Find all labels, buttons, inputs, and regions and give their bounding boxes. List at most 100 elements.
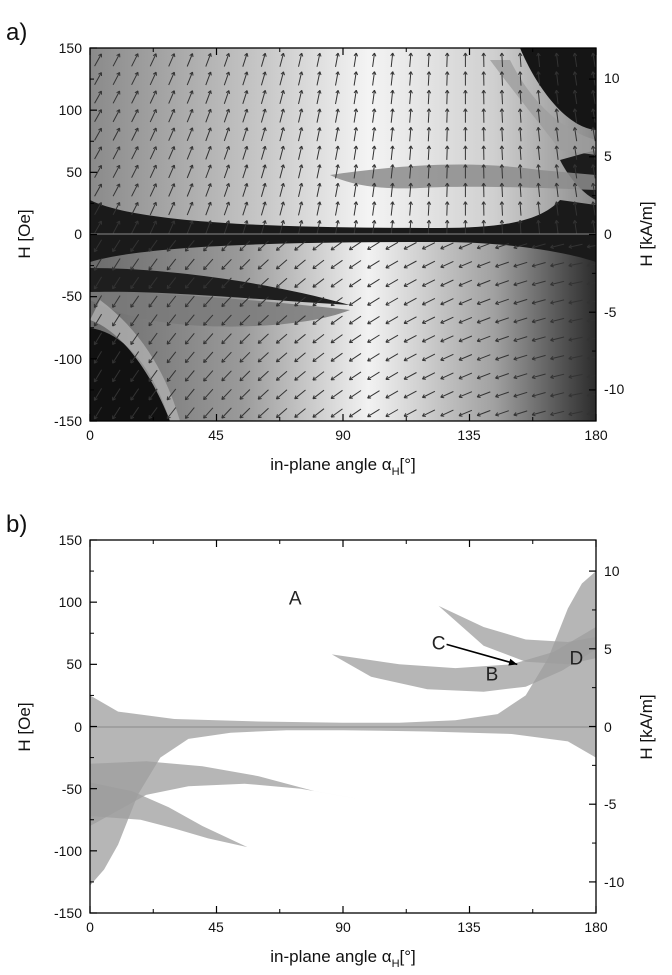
- field-arrow: [260, 127, 266, 142]
- field-arrow-head: [408, 219, 413, 224]
- field-arrow: [587, 412, 596, 415]
- field-arrow-head: [148, 359, 153, 364]
- field-arrow: [550, 355, 565, 360]
- field-arrow-head: [572, 108, 578, 113]
- field-arrow: [205, 164, 212, 179]
- field-arrow-head: [458, 394, 463, 399]
- field-arrow: [112, 239, 121, 252]
- field-arrow-head: [517, 201, 523, 205]
- field-arrow: [298, 90, 303, 105]
- field-arrow-head: [166, 396, 171, 401]
- field-arrow-head: [536, 219, 541, 224]
- field-arrow-head: [403, 283, 408, 287]
- field-arrow-head: [148, 285, 153, 290]
- field-arrow: [203, 388, 214, 400]
- field-arrow-head: [426, 52, 432, 57]
- field-arrow-head: [513, 319, 518, 324]
- field-arrow: [242, 108, 248, 123]
- field-arrow: [353, 220, 357, 235]
- field-arrow-head: [458, 375, 463, 380]
- field-arrow-head: [203, 266, 208, 271]
- field-arrow-head: [244, 201, 249, 206]
- field-arrow: [279, 108, 284, 123]
- field-arrow-head: [408, 164, 413, 168]
- field-arrow: [131, 202, 139, 216]
- field-arrow: [574, 201, 578, 216]
- field-arrow-head: [189, 146, 194, 150]
- field-arrow: [148, 388, 158, 401]
- field-arrow: [131, 183, 139, 197]
- field-arrow: [574, 164, 578, 179]
- field-arrow: [94, 90, 102, 104]
- band-lobe-upper-2: [438, 605, 596, 665]
- field-arrow-head: [444, 71, 450, 75]
- field-arrow-head: [517, 108, 523, 113]
- field-arrow-head: [317, 182, 322, 187]
- field-arrow-head: [403, 301, 408, 306]
- field-arrow-head: [367, 357, 372, 362]
- field-arrow-head: [499, 52, 505, 57]
- field-arrow-head: [371, 182, 377, 187]
- field-arrow-head: [554, 182, 559, 187]
- field-arrow: [550, 243, 565, 248]
- field-arrow-head: [408, 71, 413, 75]
- field-arrow-head: [408, 89, 413, 94]
- field-arrow: [568, 299, 583, 304]
- field-arrow-head: [353, 52, 359, 57]
- field-arrow: [260, 183, 266, 197]
- field-arrow-head: [148, 340, 153, 345]
- field-arrow-head: [330, 339, 335, 344]
- field-arrow-head: [568, 281, 573, 286]
- field-arrow-head: [134, 201, 139, 206]
- field-arrow: [568, 281, 583, 285]
- field-arrow: [335, 71, 339, 86]
- field-arrow: [131, 53, 139, 67]
- field-arrow-head: [495, 375, 500, 380]
- field-arrow-head: [495, 282, 500, 287]
- field-arrow-head: [481, 145, 486, 150]
- field-arrow: [257, 389, 269, 400]
- field-arrow-head: [403, 338, 408, 343]
- field-arrow-head: [440, 245, 445, 250]
- field-arrow-head: [536, 52, 541, 57]
- field-arrow: [568, 318, 583, 323]
- field-arrow-head: [189, 220, 194, 225]
- field-arrow-head: [572, 52, 578, 57]
- field-arrow-head: [203, 396, 208, 401]
- field-arrow-head: [554, 201, 559, 206]
- field-arrow-head: [444, 182, 450, 187]
- field-arrow-head: [262, 71, 267, 76]
- field-arrow: [587, 374, 596, 378]
- field-arrow: [166, 407, 177, 419]
- field-arrow-head: [499, 219, 505, 224]
- field-arrow: [257, 277, 269, 289]
- field-arrow-head: [152, 71, 157, 76]
- a-ytick-right-5: 5: [604, 148, 612, 164]
- field-arrow: [390, 164, 394, 179]
- field-arrow: [168, 146, 175, 160]
- field-arrow-head: [568, 337, 573, 342]
- field-arrow-head: [335, 71, 340, 76]
- field-arrow-head: [275, 284, 280, 288]
- field-arrow-head: [116, 164, 121, 169]
- field-arrow: [112, 109, 121, 123]
- field-arrow: [440, 353, 454, 361]
- field-arrow-head: [421, 282, 426, 287]
- field-arrow: [555, 145, 559, 160]
- field-arrow-head: [207, 108, 212, 113]
- field-arrow-head: [458, 412, 463, 417]
- field-arrow-head: [531, 374, 536, 380]
- field-arrow-head: [239, 247, 244, 252]
- field-arrow: [185, 407, 195, 419]
- field-arrow-head: [257, 377, 262, 382]
- field-arrow: [149, 220, 157, 234]
- field-arrow-head: [421, 264, 426, 269]
- field-arrow-head: [335, 219, 340, 224]
- field-arrow-head: [93, 304, 98, 308]
- field-arrow-head: [517, 182, 523, 187]
- field-arrow-head: [317, 201, 322, 206]
- field-arrow-head: [262, 90, 267, 94]
- field-arrow: [592, 201, 596, 216]
- field-arrow-head: [130, 248, 135, 253]
- field-arrow-head: [203, 340, 208, 345]
